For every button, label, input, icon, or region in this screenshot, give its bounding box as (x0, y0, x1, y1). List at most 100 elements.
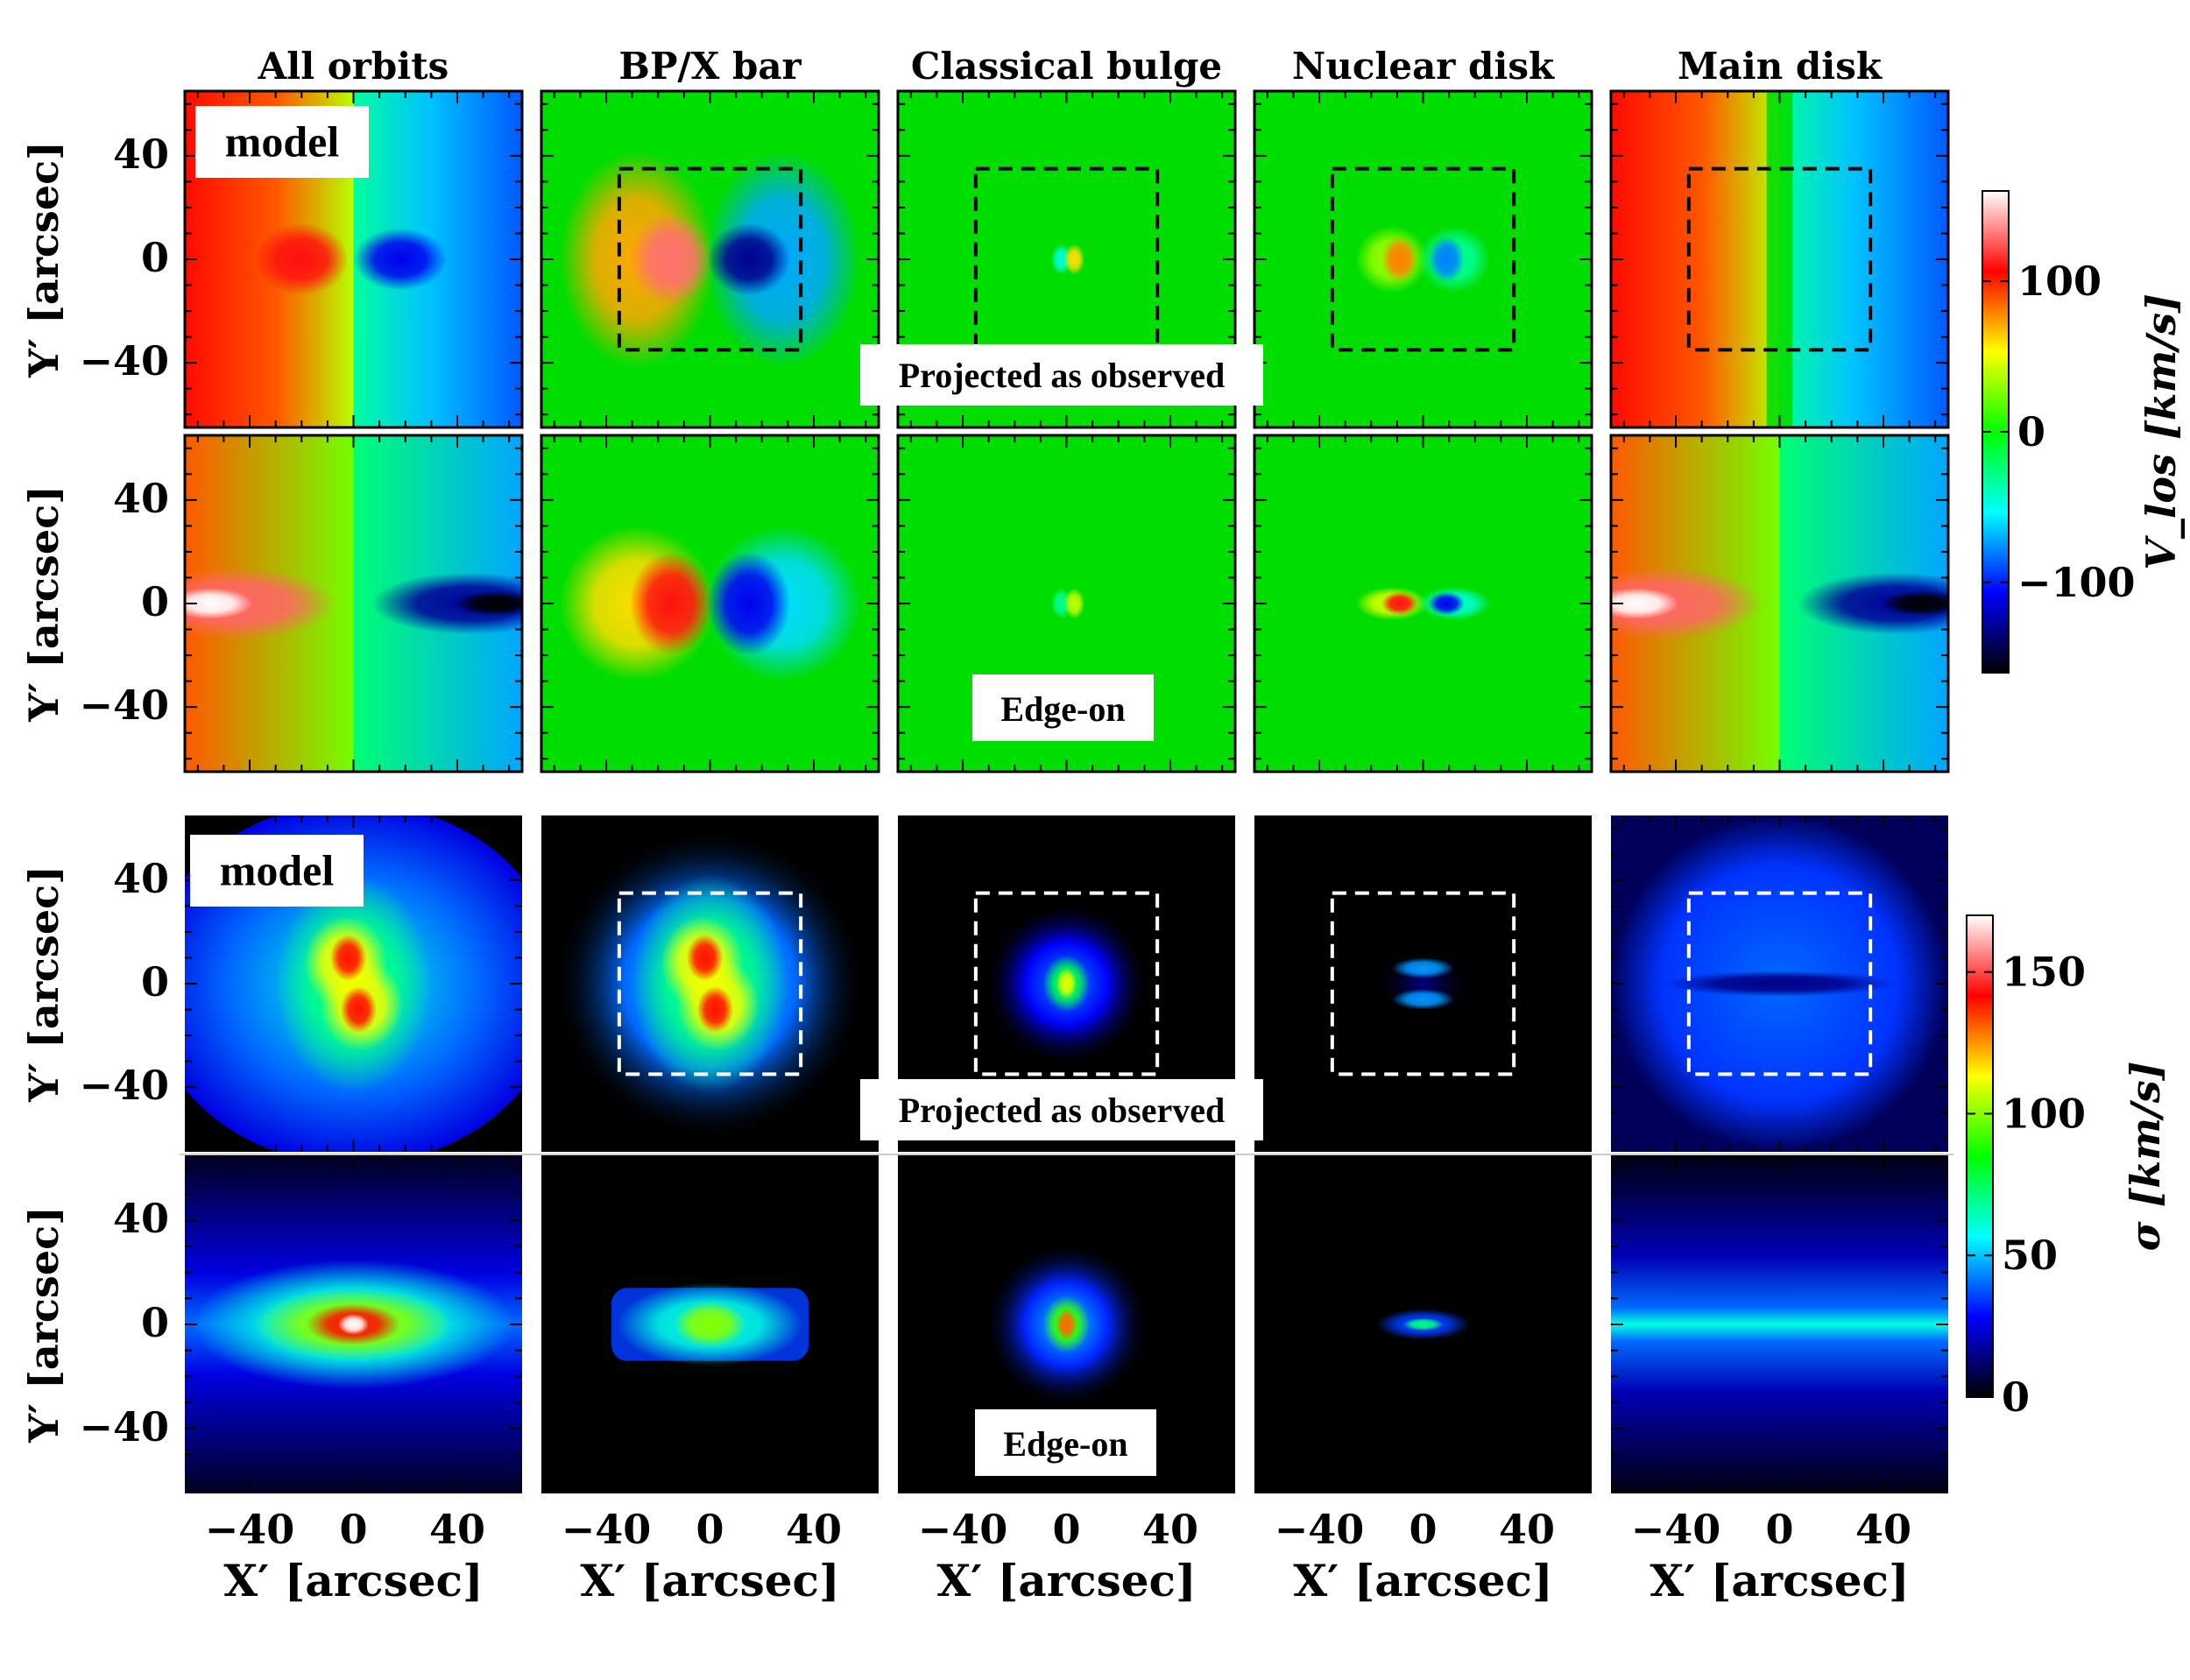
y-tick-label: −40 (79, 1062, 169, 1109)
tick-marks (898, 435, 1235, 772)
velocity-peak-negative (1428, 591, 1465, 616)
panel-v_los-nuclear-disk-edge-on (1254, 435, 1592, 772)
colorbar-label: σ [km/s] (2122, 1062, 2169, 1252)
dispersion-peak-lower (696, 985, 734, 1034)
panel-sigma-bp-x-bar-projected (541, 815, 879, 1152)
tick-marks (898, 815, 1235, 1152)
velocity-peak-negative (353, 228, 448, 291)
column-title: Classical bulge (911, 45, 1222, 88)
panel-sigma-nuclear-disk-projected (1254, 815, 1592, 1152)
x-tick-label: −40 (918, 1506, 1008, 1553)
sigma-colorbar: 150 100 50 0 σ [km/s] (1966, 914, 2169, 1421)
x-tick-label: 0 (339, 1506, 367, 1553)
panels-layer (185, 91, 1948, 1493)
column-title: BP/X bar (618, 45, 802, 88)
y-tick-label: 40 (113, 855, 169, 902)
frames-layer (180, 89, 1953, 1493)
velocity-peak-negative (707, 222, 791, 296)
edge-on-label: Edge-on (1003, 1424, 1127, 1464)
velocity-peak-positive (1063, 244, 1085, 275)
dispersion-dip (1663, 971, 1897, 997)
colorbar-tick-label: 50 (2002, 1232, 2058, 1279)
x-tick-label: 40 (429, 1506, 485, 1553)
column-title: Main disk (1678, 45, 1883, 88)
velocity-peak-positive (1381, 236, 1418, 283)
y-axis-label: Y′ [arcsec] (20, 1206, 67, 1444)
velocity-peak-negative (455, 590, 522, 617)
x-axis-label: X′ [arcsec] (223, 1555, 483, 1606)
tick-marks (541, 815, 879, 1152)
velocity-peak-negative (1881, 590, 1948, 617)
velocity-peak-positive (1063, 588, 1085, 619)
edge-on-label: Edge-on (1000, 689, 1125, 729)
tick-marks (541, 435, 879, 772)
tick-marks (1611, 1155, 1948, 1493)
tick-marks (1611, 815, 1948, 1152)
y-tick-label: 40 (113, 475, 169, 522)
projected-label: Projected as observed (899, 356, 1226, 395)
dispersion-peak-upper (329, 934, 367, 982)
velocity-peak-positive (1611, 588, 1678, 619)
y-tick-label: 0 (141, 1299, 169, 1346)
labels-layer: All orbits BP/X bar Classical bulge Nuclear… (20, 45, 1911, 1606)
panel-sigma-nuclear-disk-edge-on (1254, 1155, 1592, 1493)
tick-marks (898, 91, 1235, 427)
tick-marks (1254, 1155, 1592, 1493)
dispersion-peak (1056, 968, 1077, 999)
x-tick-label: 0 (1765, 1506, 1793, 1553)
panel-sigma-bp-x-bar-edge-on (541, 1155, 879, 1493)
tick-marks (1254, 91, 1592, 427)
tick-marks (185, 815, 522, 1152)
tick-marks (1254, 815, 1592, 1152)
velocity-peak-positive (1381, 591, 1418, 616)
panel-sigma-main-disk-edge-on (1611, 1155, 1948, 1493)
x-axis-label: X′ [arcsec] (936, 1555, 1196, 1606)
colorbar-tick-label: 0 (2017, 408, 2045, 455)
edge-on-label-box (972, 674, 1154, 741)
x-tick-label: −40 (205, 1506, 295, 1553)
x-tick-label: −40 (562, 1506, 652, 1553)
dispersion-peak (1056, 1309, 1077, 1340)
velocity-lobe-negative (1798, 572, 1948, 635)
column-title: Nuclear disk (1292, 45, 1555, 88)
zero-velocity-strip (1766, 91, 1793, 427)
colorbar-gradient (1966, 914, 1994, 1398)
colorbar-tick-label: 100 (2017, 258, 2102, 305)
dispersion-stripe (1611, 1155, 1948, 1493)
projected-label-box (860, 344, 1263, 406)
y-tick-label: 0 (141, 234, 169, 281)
dispersion-peak (674, 1301, 746, 1348)
colorbar-tick-label: 100 (2002, 1090, 2086, 1137)
model-label: model (225, 116, 340, 166)
velocity-peak-positive (629, 212, 713, 307)
velocity-peak-negative (1428, 236, 1465, 283)
velocity-peak-positive (629, 551, 713, 656)
velocity-peak-positive (185, 588, 252, 619)
y-tick-label: 40 (113, 1195, 169, 1242)
dispersion-peak (337, 1314, 370, 1335)
edge-on-label-box (975, 1409, 1156, 1476)
dispersion-peak (1402, 1317, 1445, 1331)
velocity-lobe-positive (185, 567, 336, 640)
velocity-peak-positive (254, 222, 349, 296)
colorbar-label: V_los [km/s] (2137, 293, 2185, 570)
tick-marks (1611, 91, 1948, 427)
dispersion-peak-lower (1391, 988, 1455, 1010)
velocity-peak-negative (707, 551, 791, 656)
tick-marks (185, 435, 522, 772)
y-tick-label: −40 (79, 1403, 169, 1451)
tick-marks (1611, 435, 1948, 772)
x-tick-label: 40 (1855, 1506, 1911, 1553)
tick-marks (541, 1155, 879, 1493)
x-axis-label: X′ [arcsec] (580, 1555, 839, 1606)
tick-marks (1254, 435, 1592, 772)
y-axis-label: Y′ [arcsec] (20, 865, 67, 1103)
projected-label-box (860, 1079, 1263, 1140)
model-label-box (190, 835, 364, 907)
panel-v_los-main-disk-projected (1611, 91, 1948, 427)
tick-marks (898, 1155, 1235, 1493)
tick-marks (185, 91, 522, 427)
